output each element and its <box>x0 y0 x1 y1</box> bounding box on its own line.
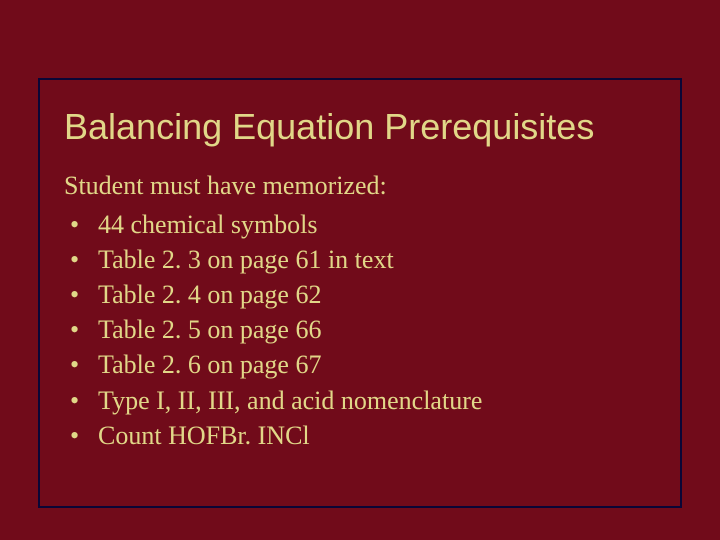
slide-intro: Student must have memorized: <box>64 168 656 203</box>
list-item: 44 chemical symbols <box>64 207 656 242</box>
list-item: Table 2. 4 on page 62 <box>64 277 656 312</box>
list-item: Table 2. 5 on page 66 <box>64 312 656 347</box>
bullet-list: 44 chemical symbols Table 2. 3 on page 6… <box>64 207 656 453</box>
slide-title: Balancing Equation Prerequisites <box>64 106 656 148</box>
list-item: Table 2. 6 on page 67 <box>64 347 656 382</box>
list-item: Table 2. 3 on page 61 in text <box>64 242 656 277</box>
slide-frame: Balancing Equation Prerequisites Student… <box>38 78 682 508</box>
list-item: Type I, II, III, and acid nomenclature <box>64 383 656 418</box>
list-item: Count HOFBr. INCl <box>64 418 656 453</box>
